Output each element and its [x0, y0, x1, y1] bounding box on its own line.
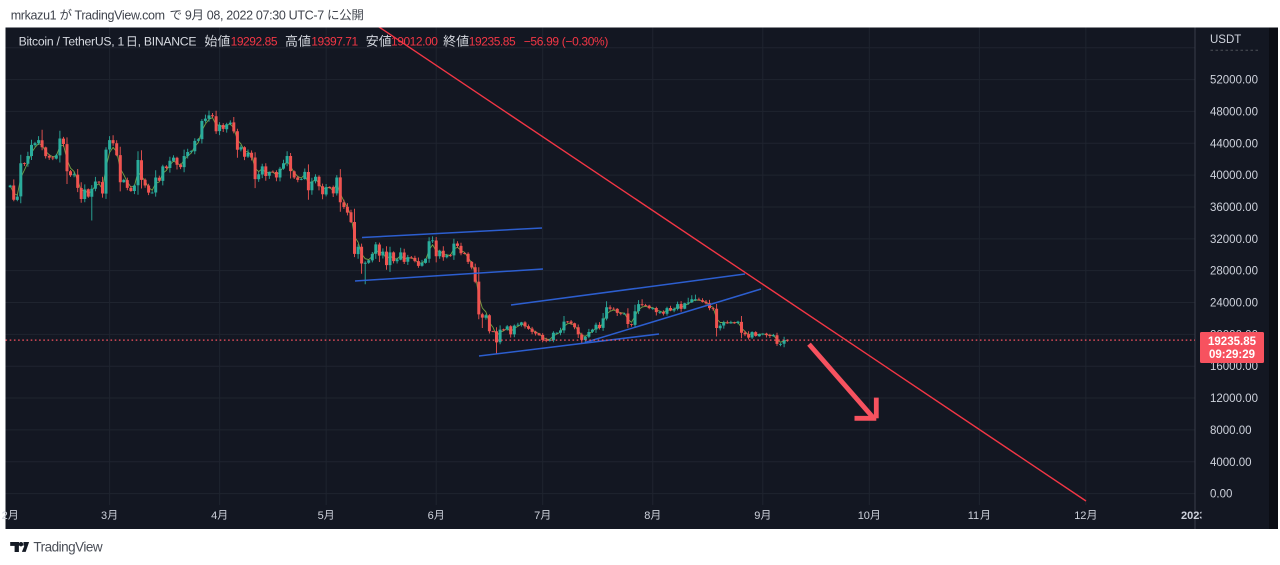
svg-text:, BINANCE: , BINANCE — [138, 35, 197, 49]
svg-text:52000.00: 52000.00 — [1210, 75, 1258, 87]
svg-text:11: 11 — [968, 510, 979, 522]
svg-text:44000.00: 44000.00 — [1210, 138, 1258, 150]
svg-text:TradingView: TradingView — [33, 540, 103, 555]
svg-text:08, 2022 07:30 UTC-7: 08, 2022 07:30 UTC-7 — [204, 8, 327, 22]
svg-text:16000.00: 16000.00 — [1210, 361, 1258, 373]
svg-text:40000.00: 40000.00 — [1210, 170, 1258, 182]
svg-text:28000.00: 28000.00 — [1210, 266, 1258, 278]
svg-text:TradingView.com: TradingView.com — [72, 8, 168, 22]
svg-text:4: 4 — [211, 510, 217, 522]
svg-text:2023: 2023 — [1181, 510, 1205, 522]
svg-text:09:29:29: 09:29:29 — [1209, 349, 1255, 361]
svg-text:USDT: USDT — [1210, 34, 1241, 46]
svg-text:mrkazu1: mrkazu1 — [11, 8, 60, 22]
svg-text:24000.00: 24000.00 — [1210, 298, 1258, 310]
svg-text:7: 7 — [534, 510, 540, 522]
svg-text:12: 12 — [1074, 510, 1086, 522]
svg-text:Bitcoin / TetherUS, 1: Bitcoin / TetherUS, 1 — [19, 35, 125, 49]
svg-text:8000.00: 8000.00 — [1210, 425, 1252, 437]
svg-text:6: 6 — [428, 510, 434, 522]
svg-text:5: 5 — [318, 510, 324, 522]
svg-text:9: 9 — [754, 510, 760, 522]
svg-text:3: 3 — [101, 510, 107, 522]
svg-text:2: 2 — [2, 510, 8, 522]
svg-text:36000.00: 36000.00 — [1210, 202, 1258, 214]
svg-text:19235.85: 19235.85 — [469, 35, 516, 49]
svg-text:12000.00: 12000.00 — [1210, 393, 1258, 405]
svg-text:−56.99 (−0.30%): −56.99 (−0.30%) — [524, 35, 609, 49]
svg-text:32000.00: 32000.00 — [1210, 234, 1258, 246]
svg-text:19012.00: 19012.00 — [391, 35, 438, 49]
svg-text:48000.00: 48000.00 — [1210, 106, 1258, 118]
svg-text:19292.85: 19292.85 — [231, 35, 278, 49]
svg-text:10: 10 — [858, 510, 870, 522]
svg-text:19397.71: 19397.71 — [311, 35, 358, 49]
svg-text:8: 8 — [644, 510, 650, 522]
svg-text:9: 9 — [182, 8, 192, 22]
svg-text:0.00: 0.00 — [1210, 489, 1232, 501]
svg-text:19235.85: 19235.85 — [1208, 336, 1257, 348]
svg-text:4000.00: 4000.00 — [1210, 457, 1252, 469]
